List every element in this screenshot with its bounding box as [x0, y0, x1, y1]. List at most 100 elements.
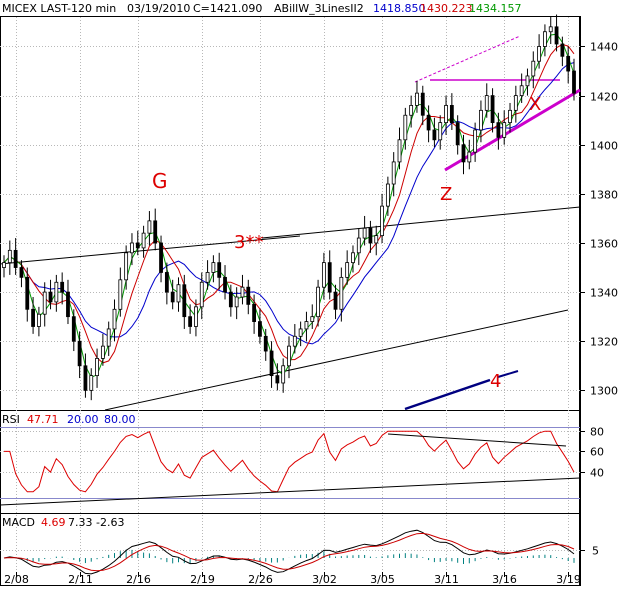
- y-tick-label-1320: 1320: [590, 336, 618, 349]
- candle-body-57: [333, 291, 338, 310]
- candle-body-8: [48, 291, 53, 303]
- candle-body-6: [36, 313, 41, 327]
- candle-body-77: [449, 105, 454, 124]
- candle-body-2: [13, 249, 18, 268]
- candle-body-10: [60, 281, 65, 293]
- candle-body-84: [490, 95, 495, 124]
- annotation-wave3: 3**: [234, 232, 263, 253]
- candle-body-96: [560, 43, 565, 57]
- macd-tick-label-5: 5: [592, 545, 599, 558]
- candle-body-71: [415, 92, 419, 106]
- candle-body-97: [566, 55, 571, 72]
- annotation-g: G: [152, 169, 168, 193]
- candle-body-28: [164, 272, 169, 293]
- header-line3-value: 1434.157: [469, 2, 522, 15]
- rsi-tick-label-60: 60: [590, 446, 604, 459]
- x-grid: [16, 17, 569, 572]
- candle-body-58: [339, 276, 344, 310]
- x-tick-label-8: 3/16: [492, 573, 517, 586]
- ma-line-blue: [3, 62, 575, 345]
- header-date: 03/19/2010: [127, 2, 190, 15]
- candle-body-92: [537, 46, 542, 62]
- candle-body-51: [298, 328, 303, 337]
- candle-body-59: [345, 262, 350, 278]
- candle-body-73: [426, 114, 431, 131]
- candle-body-95: [554, 26, 559, 45]
- candle-body-48: [281, 365, 286, 384]
- header-line1-value: 1418.850: [373, 2, 426, 15]
- candle-body-56: [327, 262, 332, 293]
- candle-body-20: [118, 279, 123, 310]
- candle-body-34: [199, 281, 204, 308]
- macd-slow-line: [3, 532, 575, 572]
- candle-body-90: [525, 75, 530, 87]
- candle-body-69: [403, 114, 408, 141]
- candle-body-68: [397, 139, 402, 163]
- candle-body-53: [310, 316, 315, 322]
- candle-body-36: [211, 262, 216, 273]
- magenta-dashed-top: [414, 35, 521, 83]
- annotation-x: X: [529, 94, 541, 115]
- candle-body-87: [508, 109, 512, 124]
- macd-value: 4.69: [41, 516, 66, 529]
- candle-body-78: [455, 122, 460, 146]
- candle-body-0: [2, 262, 6, 268]
- price-grid: [0, 46, 580, 391]
- candles: [2, 14, 576, 401]
- candle-body-40: [234, 296, 239, 308]
- candle-body-33: [194, 306, 198, 327]
- candle-body-42: [246, 286, 251, 305]
- candle-body-26: [153, 220, 158, 244]
- candle-body-12: [71, 316, 76, 342]
- candle-body-76: [444, 105, 448, 124]
- candle-body-29: [170, 291, 175, 303]
- macd-histogram: [9, 549, 575, 565]
- x-tick-label-1: 2/11: [68, 573, 93, 586]
- y-ticks: 1300 1320 1340 1360 1380 1400 1420 1440: [580, 41, 618, 398]
- annotation-z: Z: [440, 184, 452, 205]
- candle-body-47: [275, 375, 280, 384]
- candle-body-82: [479, 109, 483, 131]
- candle-body-50: [292, 335, 297, 347]
- candle-body-79: [461, 144, 466, 163]
- candle-body-11: [66, 291, 70, 318]
- y-tick-label-1440: 1440: [590, 41, 618, 54]
- y-tick-label-1300: 1300: [590, 385, 618, 398]
- candle-body-15: [89, 375, 94, 391]
- x-tick-label-9: 3/19: [556, 573, 581, 586]
- y-tick-label-1380: 1380: [590, 189, 618, 202]
- rsi-level-low: 20.00: [67, 413, 99, 426]
- candle-body-83: [484, 95, 489, 111]
- trendline-lower: [104, 309, 569, 411]
- x-tick-label-3: 2/19: [190, 573, 215, 586]
- candle-body-67: [391, 161, 396, 185]
- candle-body-38: [223, 276, 227, 293]
- candle-body-39: [228, 291, 233, 308]
- y-tick-label-1360: 1360: [590, 238, 618, 251]
- candle-body-44: [258, 321, 262, 337]
- candle-body-3: [19, 267, 24, 278]
- candle-body-55: [321, 262, 326, 288]
- candle-body-75: [438, 122, 443, 141]
- candle-body-62: [362, 227, 367, 239]
- candle-body-64: [374, 235, 379, 244]
- header-close: C=1421.090: [193, 2, 262, 15]
- rsi-tick-label-80: 80: [590, 426, 604, 439]
- y-tick-label-1420: 1420: [590, 91, 618, 104]
- annotation-wave4: 4: [490, 371, 501, 392]
- candle-body-49: [287, 345, 291, 367]
- candle-body-24: [141, 232, 146, 249]
- rsi-level-high: 80.00: [104, 413, 136, 426]
- header-indicator: ABillW_3LinesII2: [274, 2, 364, 15]
- candle-body-41: [240, 286, 245, 298]
- candle-body-32: [188, 316, 193, 327]
- macd-label: MACD: [2, 516, 35, 529]
- rsi-line: [4, 430, 575, 493]
- candle-body-86: [502, 122, 507, 138]
- rsi-trend-lower: [0, 477, 581, 506]
- candle-body-98: [572, 70, 576, 94]
- candle-body-14: [83, 365, 88, 391]
- wave4-line: [404, 378, 491, 411]
- candle-body-72: [420, 92, 425, 116]
